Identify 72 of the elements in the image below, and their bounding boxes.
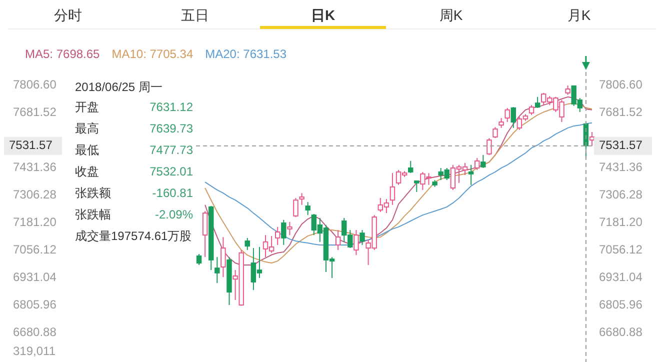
candlestick [360, 230, 365, 246]
candlestick [390, 172, 396, 206]
y-tick-label: 6931.04 [599, 270, 643, 284]
candlestick [196, 253, 202, 266]
candlestick [293, 197, 298, 218]
y2-tick-label: 7306.28 [13, 188, 57, 202]
candlestick [414, 180, 420, 192]
text: 最低 [75, 143, 99, 158]
text: 7532.01 [150, 164, 194, 179]
candlestick [335, 230, 341, 251]
candlestick [492, 126, 498, 139]
y-tick-label: 7306.28 [599, 188, 643, 202]
y2-tick-label: 7056.12 [13, 242, 57, 257]
text: 周K [439, 7, 464, 23]
candlestick [287, 221, 292, 236]
text: 张跌额 [75, 186, 111, 200]
candlestick [299, 192, 304, 206]
y-tick-label: 7181.20 [599, 215, 643, 230]
y-tick-label: 7806.60 [599, 78, 643, 92]
candlestick [534, 96, 540, 108]
y2-tick-label: 6931.04 [13, 270, 57, 284]
candlestick [510, 106, 516, 128]
y-tick-label: 7056.12 [599, 242, 643, 257]
candlestick [202, 210, 208, 258]
candlestick [474, 158, 480, 170]
candlestick [486, 138, 492, 156]
y2-tick-label: 7431.36 [13, 160, 57, 174]
text: 收盘 [75, 164, 99, 179]
candlestick [468, 164, 474, 186]
text: -2.09% [154, 208, 194, 222]
candlestick [220, 236, 226, 278]
candlestick [565, 84, 570, 96]
candlestick [504, 107, 510, 122]
y-tick-label: 6680.88 [599, 325, 643, 340]
text: 7639.73 [150, 122, 194, 136]
text: 开盘 [75, 100, 99, 114]
y2-tick-label: 6680.88 [13, 325, 57, 340]
text: -160.81 [152, 186, 194, 200]
text: MA5: 7698.65 [25, 47, 100, 62]
candlestick [589, 131, 595, 146]
candlestick [214, 256, 220, 284]
text: 分时 [54, 7, 82, 23]
candlestick [275, 226, 280, 246]
text: 7531.57 [9, 138, 52, 152]
candlestick [408, 160, 414, 174]
y2-tick-label: 7681.52 [13, 105, 57, 120]
text: 7631.12 [150, 100, 194, 114]
text: 2018/06/25 周一 [75, 80, 162, 94]
y2-tick-label: 7806.60 [13, 78, 57, 92]
y-tick-label: 7681.52 [599, 105, 643, 120]
text: 319,011 [13, 344, 56, 358]
text: 最高 [75, 122, 99, 136]
y-tick-label: 6805.96 [599, 298, 643, 312]
candlestick [354, 230, 359, 256]
text: MA20: 7631.53 [205, 47, 287, 62]
text: 成交量197574.61万股 [75, 229, 192, 244]
y2-tick-label: 7181.20 [13, 215, 57, 230]
candlestick [281, 219, 286, 246]
ref-line-label: 7531.57 [599, 138, 643, 152]
text: 7477.73 [150, 143, 194, 158]
candlestick [480, 154, 486, 168]
y-tick-label: 7431.36 [599, 160, 643, 174]
text: 月K [567, 7, 592, 23]
candlestick [244, 237, 250, 251]
candlestick [305, 202, 310, 216]
text: MA10: 7705.34 [112, 47, 194, 62]
y2-tick-label: 6805.96 [13, 298, 57, 312]
text: 五日 [181, 7, 209, 23]
candlestick [498, 118, 504, 128]
candlestick [528, 104, 534, 116]
text: 张跌幅 [75, 208, 111, 222]
text: 日K [310, 7, 336, 23]
